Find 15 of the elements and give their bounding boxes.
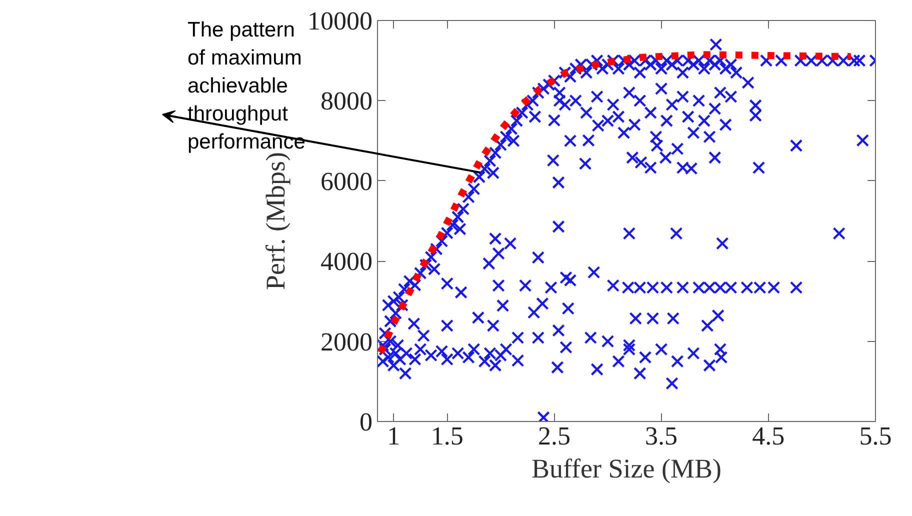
x-tick-label: 1 [387,422,400,450]
x-axis-title: Buffer Size (MB) [532,454,722,484]
y-tick-label: 2000 [320,327,372,356]
x-tick-label: 2.5 [538,422,570,450]
x-tick-label: 4.5 [752,422,785,450]
y-tick-label: 0 [360,408,372,436]
y-tick-label: 10000 [308,6,372,36]
annotation: The pattern of maximum achievable throughput performance [188,18,306,154]
x-tick-label: 3.5 [645,422,678,450]
y-axis-title: Perf. (Mbps) [260,152,290,290]
x-tick-label: 1.5 [430,422,464,450]
y-tick-label: 6000 [320,166,372,196]
x-tick-label: 5.5 [859,422,892,450]
y-tick-label: 8000 [320,86,372,116]
y-tick-label: 4000 [320,247,372,276]
